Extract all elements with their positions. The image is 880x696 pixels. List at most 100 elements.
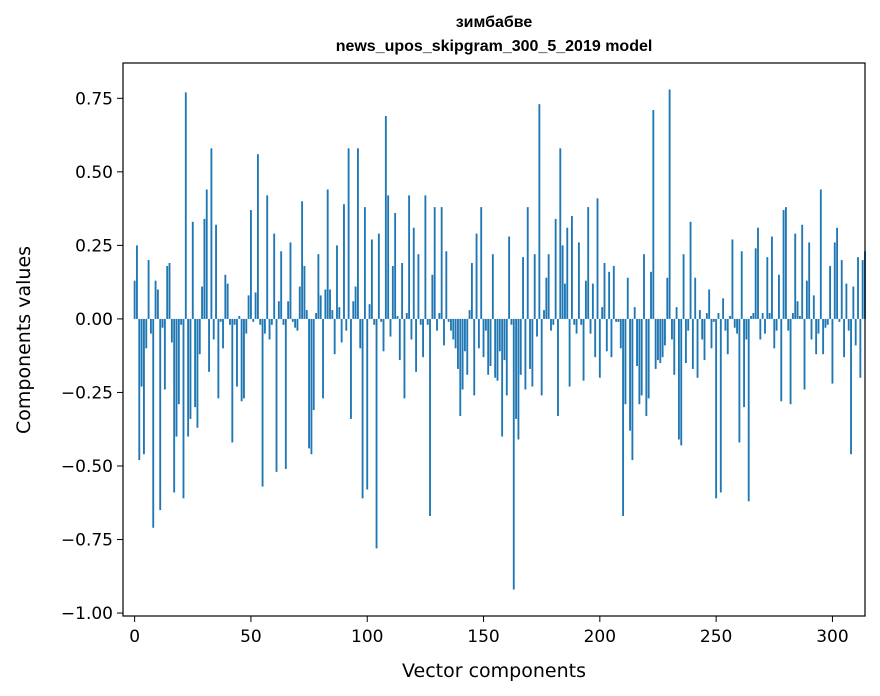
bar	[559, 148, 562, 319]
bar	[136, 245, 138, 319]
bar	[575, 318, 578, 334]
bar	[229, 318, 231, 325]
bar	[524, 318, 527, 390]
bar	[222, 318, 224, 349]
bar	[145, 318, 148, 349]
bar	[743, 318, 745, 408]
bar	[705, 313, 708, 319]
bar	[422, 318, 424, 358]
bar	[273, 233, 276, 319]
bar	[515, 318, 518, 419]
bar	[808, 242, 811, 319]
bar	[489, 318, 492, 366]
bar	[701, 318, 704, 340]
bar	[375, 318, 378, 549]
bar	[357, 148, 359, 319]
bar	[184, 92, 187, 319]
bar	[687, 318, 690, 331]
bar	[610, 318, 613, 358]
bar	[675, 307, 678, 319]
bar	[554, 218, 557, 319]
bar	[263, 318, 266, 334]
bar	[259, 318, 262, 325]
bar	[261, 318, 264, 487]
bar	[580, 318, 583, 325]
bar	[170, 318, 173, 343]
bar	[340, 318, 343, 343]
bar	[254, 292, 257, 319]
plot-frame	[122, 62, 866, 617]
bar	[166, 265, 169, 319]
y-tick-label: −1.00	[61, 604, 113, 624]
bar	[791, 313, 794, 319]
bar	[638, 318, 641, 405]
bar	[377, 233, 380, 319]
bar	[343, 204, 345, 319]
bar	[561, 245, 564, 319]
bar	[545, 277, 548, 319]
bar	[391, 265, 394, 319]
bar	[473, 318, 476, 396]
bar	[729, 315, 732, 319]
bar	[398, 318, 401, 361]
bar	[780, 318, 783, 402]
bar	[452, 318, 455, 340]
bar	[152, 318, 155, 528]
bar	[175, 318, 178, 437]
bar	[182, 318, 185, 499]
bar	[861, 260, 864, 319]
bar	[594, 318, 597, 358]
bar	[517, 318, 520, 440]
bar	[584, 280, 587, 319]
bar	[496, 318, 499, 381]
bar	[147, 260, 150, 319]
bar	[664, 318, 666, 346]
bar	[577, 242, 580, 319]
bar	[540, 318, 543, 396]
bar	[526, 207, 529, 319]
bar	[352, 301, 355, 319]
bar	[266, 195, 269, 319]
bar	[396, 315, 399, 319]
y-tick-label: 0.50	[75, 163, 113, 183]
bar	[624, 318, 627, 405]
bar	[284, 318, 287, 469]
bar	[640, 318, 643, 396]
bar	[333, 318, 336, 355]
bar	[447, 318, 450, 322]
bar	[840, 260, 843, 319]
bar	[431, 274, 434, 319]
y-axis-ticks: −1.00 −0.75 −0.50 −0.25 0.00 0.25 0.50 0.75	[61, 89, 123, 624]
bar	[682, 254, 685, 319]
bar	[570, 215, 573, 319]
bar	[466, 318, 469, 375]
y-tick-label: −0.25	[61, 383, 113, 403]
bar	[529, 318, 531, 369]
bar	[847, 318, 850, 331]
bar	[710, 318, 713, 349]
bar	[650, 271, 652, 319]
bar	[354, 286, 357, 319]
bar	[724, 318, 727, 331]
bar	[740, 251, 743, 319]
bar	[201, 286, 204, 319]
bar	[224, 274, 227, 319]
bar	[794, 233, 797, 319]
bar	[819, 189, 822, 319]
bar	[336, 245, 338, 319]
bar	[415, 318, 418, 372]
bar	[601, 307, 604, 319]
bar	[433, 207, 436, 319]
bar	[689, 221, 692, 319]
bar	[219, 318, 222, 322]
bar	[543, 310, 545, 319]
bar	[801, 224, 804, 319]
bar	[771, 236, 773, 319]
bar	[350, 318, 352, 419]
bar	[510, 318, 513, 325]
bar	[475, 233, 478, 319]
bar	[194, 318, 197, 408]
bar	[382, 318, 385, 352]
x-axis-label: Vector components	[402, 660, 586, 682]
bar	[203, 218, 206, 319]
